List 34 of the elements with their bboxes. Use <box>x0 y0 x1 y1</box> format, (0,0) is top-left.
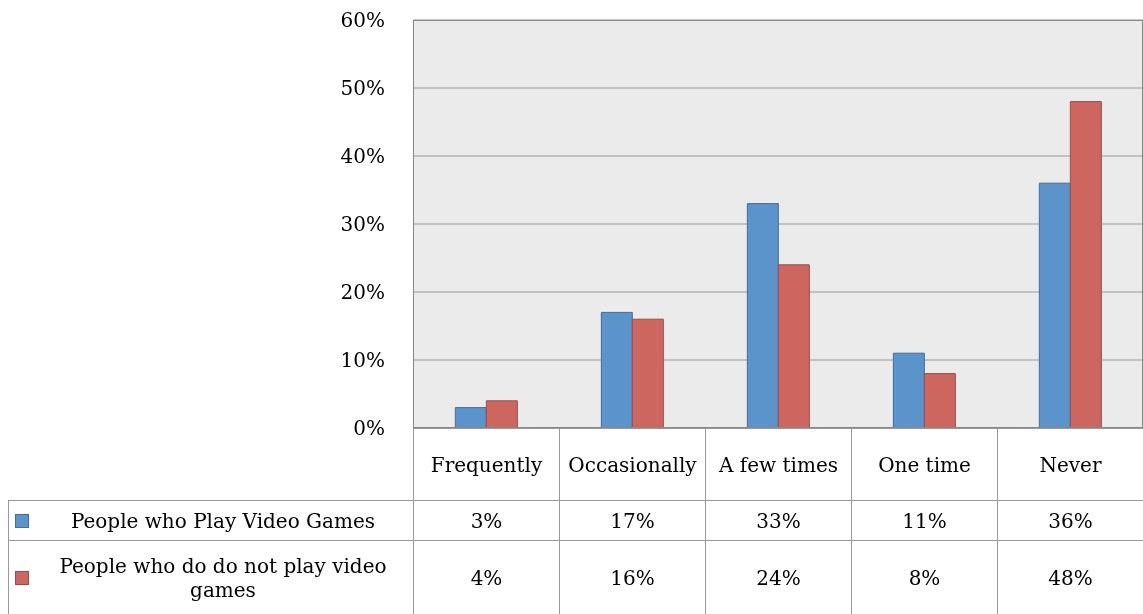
data-label: 17% <box>559 500 706 541</box>
bar <box>1038 182 1071 428</box>
y-tick-label: 50% <box>340 76 385 101</box>
legend-label: People who do do not play video games <box>58 553 388 602</box>
y-tick-label: 30% <box>340 212 385 237</box>
legend-label: People who Play Video Games <box>69 508 377 533</box>
bar <box>892 352 925 428</box>
bar <box>485 400 518 428</box>
data-label: 8% <box>851 540 998 614</box>
bar <box>600 311 633 428</box>
bar <box>631 318 664 428</box>
data-label: 16% <box>559 540 706 614</box>
x-tick-label: One time <box>877 452 972 477</box>
y-tick-label: 10% <box>340 348 385 373</box>
y-tick-label: 40% <box>340 144 385 169</box>
data-label: 48% <box>997 540 1143 614</box>
x-tick-label: Never <box>1038 452 1103 477</box>
y-tick-label: 20% <box>340 280 385 305</box>
y-tick-label: 0% <box>353 416 385 441</box>
y-tick-label: 60% <box>340 8 385 33</box>
bar <box>746 203 779 428</box>
data-label: 11% <box>851 500 998 541</box>
x-tick-label: Frequently <box>429 452 544 477</box>
bar <box>454 407 487 428</box>
data-label: 24% <box>705 540 852 614</box>
bar <box>777 264 810 428</box>
data-label: 36% <box>997 500 1143 541</box>
bar <box>1069 101 1102 428</box>
data-label: 4% <box>413 540 560 614</box>
data-label: 3% <box>413 500 560 541</box>
x-tick-label: A few times <box>718 452 839 477</box>
data-label: 33% <box>705 500 852 541</box>
x-tick-label: Occasionally <box>567 452 698 477</box>
bar <box>923 373 956 428</box>
